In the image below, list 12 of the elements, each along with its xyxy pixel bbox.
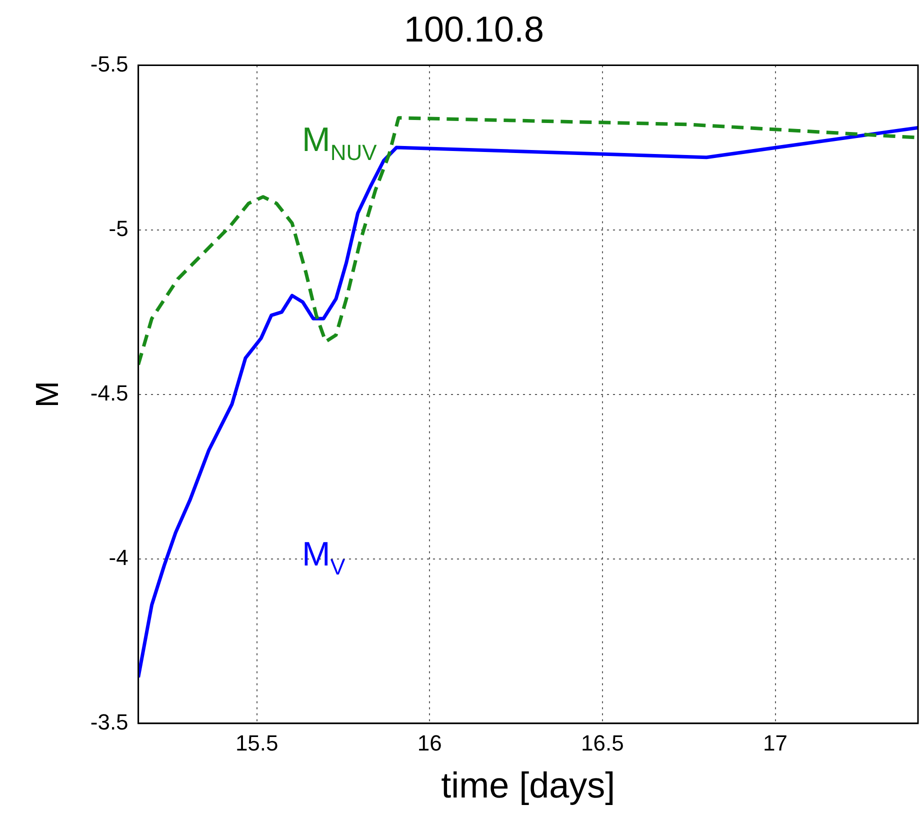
y-tick-label: -5 (108, 216, 128, 241)
x-tick-label: 16.5 (581, 730, 624, 756)
y-tick-label: -5.5 (90, 51, 128, 76)
x-tick-label: 17 (763, 730, 788, 756)
y-axis-title: M (29, 380, 66, 408)
chart-title: 100.10.8 (404, 8, 544, 50)
x-tick-label: 15.5 (235, 730, 278, 756)
x-tick-label: 16 (417, 730, 442, 756)
y-tick-label: -3.5 (90, 709, 128, 734)
y-tick-label: -4.5 (90, 380, 128, 406)
y-tick-label: -4 (108, 544, 128, 570)
x-axis-title: time [days] (441, 764, 616, 806)
